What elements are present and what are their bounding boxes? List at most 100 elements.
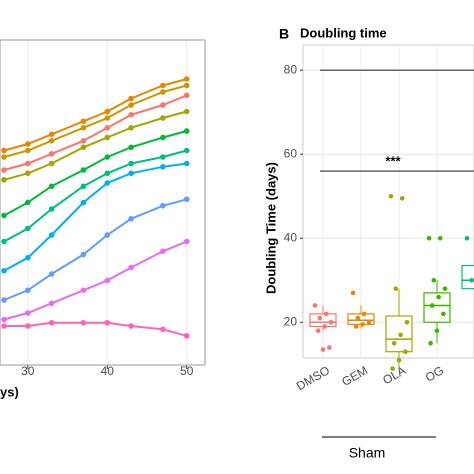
data-point xyxy=(128,102,134,108)
data-point xyxy=(403,349,408,354)
data-point xyxy=(183,160,190,167)
x-axis-label: ys) xyxy=(0,384,19,399)
data-point xyxy=(396,357,402,363)
data-point xyxy=(1,212,7,219)
data-point xyxy=(104,134,111,141)
data-point xyxy=(1,147,7,154)
series-line xyxy=(3,78,187,152)
data-point xyxy=(48,271,55,277)
data-point xyxy=(25,254,31,261)
series-line xyxy=(4,321,187,337)
data-point xyxy=(25,287,31,294)
data-point xyxy=(80,118,87,125)
data-point xyxy=(360,322,365,327)
data-point xyxy=(104,180,111,186)
data-point xyxy=(328,319,334,325)
data-point xyxy=(48,232,55,238)
data-point xyxy=(1,267,7,274)
data-point xyxy=(160,134,166,141)
data-point xyxy=(80,144,87,151)
data-point xyxy=(442,286,448,291)
plot-border xyxy=(0,39,206,366)
data-point xyxy=(355,315,361,321)
data-point xyxy=(104,108,111,115)
series-line xyxy=(3,198,187,301)
y-tick-label: 80 xyxy=(284,62,298,76)
data-point xyxy=(104,319,111,326)
data-point xyxy=(128,215,134,222)
data-point xyxy=(160,115,166,121)
data-point xyxy=(80,251,87,258)
data-point xyxy=(183,108,190,115)
data-point xyxy=(1,297,7,303)
data-point xyxy=(366,319,372,325)
data-point xyxy=(436,294,441,300)
data-point xyxy=(48,206,55,212)
data-point xyxy=(25,147,31,154)
data-point xyxy=(128,170,134,177)
data-point xyxy=(317,315,323,321)
data-point xyxy=(393,286,399,291)
data-point xyxy=(428,340,433,346)
data-point xyxy=(128,111,134,118)
data-point xyxy=(183,92,190,99)
data-point xyxy=(25,310,31,316)
data-point xyxy=(398,332,403,338)
data-point xyxy=(160,163,166,170)
data-point xyxy=(160,202,166,209)
data-point xyxy=(25,323,31,329)
y-axis-label: Doubling Time (days) xyxy=(263,162,278,294)
data-point xyxy=(1,154,7,160)
data-point xyxy=(353,324,359,329)
x-tick-label: 30 xyxy=(21,364,35,378)
data-point xyxy=(1,176,7,183)
data-point xyxy=(434,328,440,333)
data-point xyxy=(320,347,326,352)
data-point xyxy=(183,238,190,245)
y-tick-label: 40 xyxy=(284,230,298,244)
data-point xyxy=(315,328,321,333)
data-point xyxy=(441,311,446,317)
data-point xyxy=(160,248,166,255)
data-point xyxy=(104,277,111,284)
data-point xyxy=(104,124,111,131)
data-point xyxy=(429,303,435,308)
significance-label: *** xyxy=(385,153,401,168)
data-point xyxy=(48,150,55,157)
data-point xyxy=(183,196,190,203)
data-point xyxy=(183,82,190,89)
data-point xyxy=(426,235,432,241)
data-point xyxy=(80,124,87,131)
series-line xyxy=(3,84,187,158)
data-point xyxy=(404,319,410,325)
data-point xyxy=(48,137,55,144)
data-point xyxy=(160,102,166,108)
series-line xyxy=(3,149,187,243)
data-point xyxy=(361,311,367,317)
box xyxy=(461,264,474,290)
data-point xyxy=(25,225,31,232)
panel-title: Doubling time xyxy=(300,25,387,40)
y-tick-label: 20 xyxy=(284,314,298,328)
y-tick-label: 60 xyxy=(284,146,298,160)
data-point xyxy=(48,160,55,167)
data-point xyxy=(128,323,134,329)
data-point xyxy=(323,311,329,317)
data-point xyxy=(183,76,190,82)
data-point xyxy=(128,144,134,151)
data-point xyxy=(80,137,87,144)
data-point xyxy=(160,326,166,333)
series-line xyxy=(3,162,187,272)
x-tick-label: 50 xyxy=(180,364,194,378)
group-label: Sham xyxy=(349,445,386,461)
data-point xyxy=(48,300,55,307)
data-point xyxy=(183,147,190,154)
data-point xyxy=(183,128,190,134)
data-point xyxy=(80,319,87,326)
data-point xyxy=(104,232,111,238)
data-point xyxy=(160,89,166,95)
series-line xyxy=(3,240,188,321)
series-line xyxy=(3,94,188,171)
data-point xyxy=(128,160,134,167)
